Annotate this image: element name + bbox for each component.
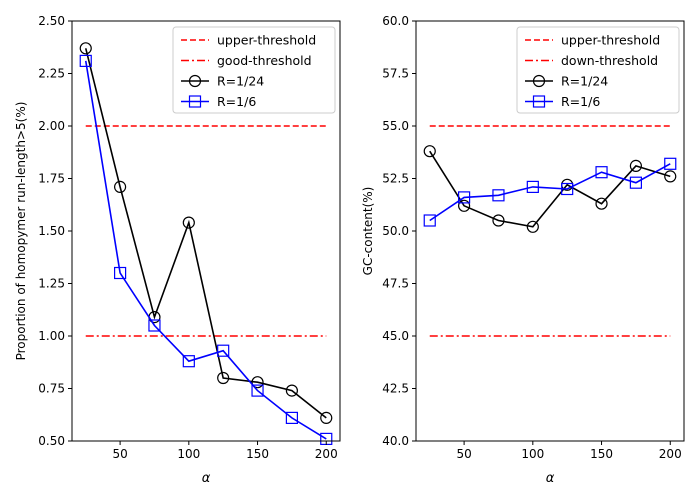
y-tick-label: 42.5 — [382, 382, 409, 396]
legend-marker-r6 — [188, 95, 202, 108]
legend-label-good-threshold: good-threshold — [217, 53, 312, 68]
y-tick-label: 0.75 — [38, 382, 65, 396]
y-tick-label: 2.00 — [38, 119, 65, 133]
data-point-r6-5 — [595, 166, 608, 179]
data-point-r24-1 — [114, 180, 127, 193]
x-tick-label: 100 — [177, 447, 200, 461]
y-axis-label: GC-content(%) — [361, 187, 375, 276]
legend-label-upper-threshold: upper-threshold — [561, 33, 660, 48]
legend-box — [172, 26, 336, 114]
data-point-r24-2 — [492, 214, 505, 227]
y-tick-label: 1.50 — [38, 224, 65, 238]
data-point-r24-3 — [526, 220, 539, 233]
data-point-r24-3 — [182, 216, 195, 229]
x-tick-label: 100 — [521, 447, 544, 461]
y-tick-label: 60.0 — [382, 14, 409, 28]
chart-panel-right: 50 100 150 200 40.0 42.5 45.0 47.5 50.0 52.5 55.0 5… — [361, 14, 685, 486]
legend-marker-r24 — [532, 74, 546, 88]
data-point-r24-4 — [217, 371, 230, 385]
y-tick-label: 0.50 — [38, 434, 65, 448]
data-point-r24-6 — [629, 159, 642, 172]
data-point-r6-2 — [492, 189, 505, 202]
chart-panel-left: 50 100 150 200 0.50 0.75 1.00 1.25 1.50 1.75 2.00 2… — [14, 14, 341, 486]
data-point-r6-0 — [423, 214, 436, 227]
y-tick-label: 52.5 — [382, 172, 409, 186]
data-point-r24-7 — [664, 170, 677, 183]
y-axis-label: Proportion of homopymer run-length>5(%) — [14, 102, 28, 361]
legend-label-r6: R=1/6 — [561, 94, 600, 109]
data-point-r24-7 — [320, 411, 333, 424]
legend-label-r6: R=1/6 — [217, 94, 256, 109]
x-tick-label: 150 — [246, 447, 269, 461]
legend-marker-r6 — [532, 95, 546, 108]
data-point-r6-6 — [285, 411, 298, 424]
y-tick-label: 47.5 — [382, 277, 409, 291]
data-point-r6-0 — [79, 54, 92, 68]
x-axis-label: α — [546, 471, 555, 486]
legend-label-r24: R=1/24 — [217, 74, 264, 89]
x-tick-label: 200 — [659, 447, 682, 461]
y-tick-label: 1.00 — [38, 329, 65, 343]
data-point-r6-1 — [458, 191, 471, 204]
data-point-r24-1 — [458, 199, 471, 212]
y-tick-label: 2.25 — [38, 67, 65, 81]
x-tick-label: 50 — [456, 447, 471, 461]
legend-label-upper-threshold: upper-threshold — [217, 33, 316, 48]
data-point-r6-7 — [664, 157, 677, 170]
y-tick-label: 2.50 — [38, 14, 65, 28]
x-tick-label: 150 — [590, 447, 613, 461]
data-point-r24-5 — [251, 376, 264, 389]
y-tick-label: 50.0 — [382, 224, 409, 238]
data-point-r6-4 — [217, 344, 230, 357]
data-point-r24-0 — [423, 145, 436, 158]
y-tick-label: 40.0 — [382, 434, 409, 448]
data-point-r6-2 — [148, 319, 161, 332]
data-point-r24-5 — [595, 197, 608, 210]
data-point-r6-3 — [526, 180, 539, 193]
y-tick-label: 57.5 — [382, 67, 409, 81]
data-point-r24-6 — [285, 384, 298, 397]
y-tick-label: 1.25 — [38, 277, 65, 291]
x-axis-label: α — [202, 471, 211, 486]
x-tick-label: 50 — [112, 447, 127, 461]
series-line-r24 — [429, 150, 671, 228]
legend-label-down-threshold: down-threshold — [561, 53, 658, 68]
y-tick-label: 45.0 — [382, 329, 409, 343]
data-point-r6-5 — [251, 384, 264, 397]
y-tick-label: 1.75 — [38, 172, 65, 186]
data-point-r6-1 — [114, 266, 127, 280]
y-tick-label: 55.0 — [382, 119, 409, 133]
legend-box — [516, 26, 680, 114]
data-point-r6-6 — [629, 176, 642, 189]
data-point-r24-0 — [79, 42, 92, 55]
data-point-r6-4 — [561, 182, 574, 196]
data-point-r6-3 — [182, 355, 195, 368]
x-tick-label: 200 — [315, 447, 338, 461]
series-line-r6 — [84, 60, 327, 440]
legend-label-r24: R=1/24 — [561, 74, 608, 89]
legend-marker-r24 — [188, 74, 202, 88]
